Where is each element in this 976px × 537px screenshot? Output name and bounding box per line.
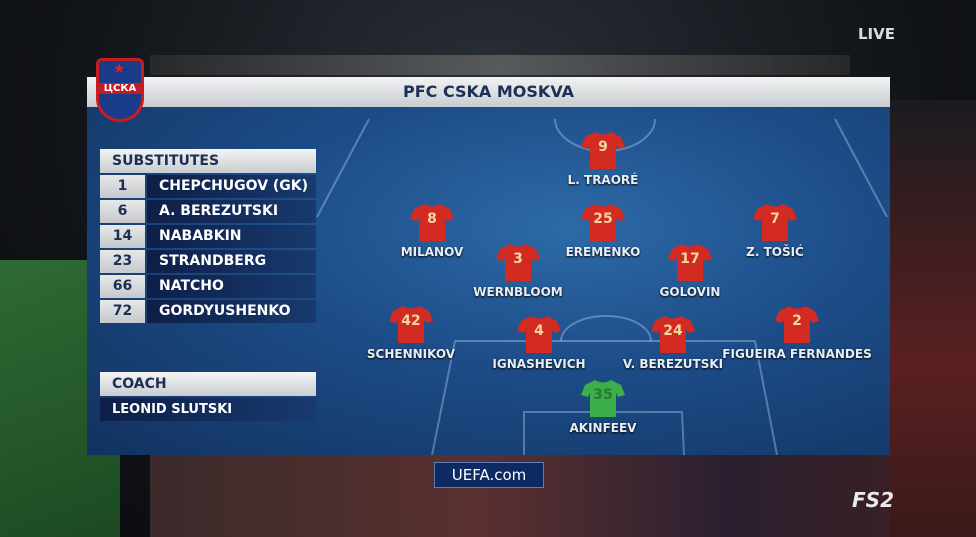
crest-text: ЦСКА — [99, 83, 141, 94]
player-number: 3 — [513, 251, 523, 267]
shirt-icon: 4 — [517, 314, 561, 354]
shirt-icon: 24 — [651, 314, 695, 354]
player-name: V. BEREZUTSKI — [622, 357, 724, 371]
player: 24 V. BEREZUTSKI — [593, 314, 753, 371]
shirt-icon: 2 — [775, 304, 819, 344]
player-number: 7 — [770, 211, 780, 227]
player: 35 AKINFEEV — [523, 378, 683, 435]
player: 25 EREMENKO — [523, 202, 683, 259]
player: 2 FIGUEIRA FERNANDES — [717, 304, 877, 361]
player-number: 9 — [598, 139, 608, 155]
substitute-row: 14 NABABKIN — [100, 225, 316, 248]
substitute-number: 23 — [100, 250, 145, 273]
shirt-icon: 8 — [410, 202, 454, 242]
substitute-number: 1 — [100, 175, 145, 198]
player-number: 25 — [593, 211, 613, 227]
substitute-row: 72 GORDYUSHENKO — [100, 300, 316, 323]
shirt-icon: 3 — [496, 242, 540, 282]
player-name: MILANOV — [400, 245, 464, 259]
shirt-icon: 42 — [389, 304, 433, 344]
player-name: L. TRAORÉ — [567, 173, 639, 187]
uefa-logo: UEFA.com — [434, 462, 544, 488]
substitute-row: 6 A. BEREZUTSKI — [100, 200, 316, 223]
shirt-icon: 25 — [581, 202, 625, 242]
shirt-icon: 17 — [668, 242, 712, 282]
player-number: 35 — [593, 387, 613, 403]
substitute-row: 23 STRANDBERG — [100, 250, 316, 273]
stadium-crowd — [150, 455, 976, 537]
player: 4 IGNASHEVICH — [459, 314, 619, 371]
coach-name: LEONID SLUTSKI — [100, 398, 316, 421]
player-name: AKINFEEV — [569, 421, 637, 435]
player: 9 L. TRAORÉ — [523, 130, 683, 187]
substitute-name: NATCHO — [147, 275, 316, 298]
player: 3 WERNBLOOM — [438, 242, 598, 299]
lineup-panel: PFC CSKA MOSKVA SUBSTITUTES 1 CHEPCHUGOV … — [87, 77, 890, 455]
team-crest-logo: ★ ЦСКА — [96, 58, 144, 122]
player-name: SCHENNIKOV — [366, 347, 456, 361]
player-number: 8 — [427, 211, 437, 227]
player-number: 17 — [680, 251, 700, 267]
substitute-number: 6 — [100, 200, 145, 223]
player-number: 2 — [792, 313, 802, 329]
player-number: 24 — [663, 323, 683, 339]
player-number: 42 — [401, 313, 421, 329]
player-name: FIGUEIRA FERNANDES — [722, 347, 872, 361]
substitute-name: GORDYUSHENKO — [147, 300, 316, 323]
substitute-row: 1 CHEPCHUGOV (GK) — [100, 175, 316, 198]
shirt-icon: 7 — [753, 202, 797, 242]
substitute-number: 66 — [100, 275, 145, 298]
player-name: EREMENKO — [565, 245, 641, 259]
player: 17 GOLOVIN — [610, 242, 770, 299]
coach-header: COACH — [100, 372, 316, 396]
substitute-row: 66 NATCHO — [100, 275, 316, 298]
live-badge: LIVE — [858, 25, 895, 43]
substitute-name: NABABKIN — [147, 225, 316, 248]
substitutes-header: SUBSTITUTES — [100, 149, 316, 173]
player-name: WERNBLOOM — [473, 285, 563, 299]
goalkeeper-shirt-icon: 35 — [581, 378, 625, 418]
player-number: 4 — [534, 323, 544, 339]
channel-logo: FS2 — [852, 488, 894, 512]
shirt-icon: 9 — [581, 130, 625, 170]
player: 8 MILANOV — [352, 202, 512, 259]
stadium-crowd-right — [890, 100, 976, 537]
substitute-name: STRANDBERG — [147, 250, 316, 273]
player-name: Z. TOŠIĆ — [746, 245, 804, 259]
substitute-number: 72 — [100, 300, 145, 323]
player: 42 SCHENNIKOV — [331, 304, 491, 361]
player-name: GOLOVIN — [659, 285, 721, 299]
team-title: PFC CSKA MOSKVA — [87, 77, 890, 107]
player: 7 Z. TOŠIĆ — [695, 202, 855, 259]
substitute-name: A. BEREZUTSKI — [147, 200, 316, 223]
player-name: IGNASHEVICH — [492, 357, 586, 371]
substitute-name: CHEPCHUGOV (GK) — [147, 175, 316, 198]
substitute-number: 14 — [100, 225, 145, 248]
stadium-roof — [150, 55, 850, 75]
